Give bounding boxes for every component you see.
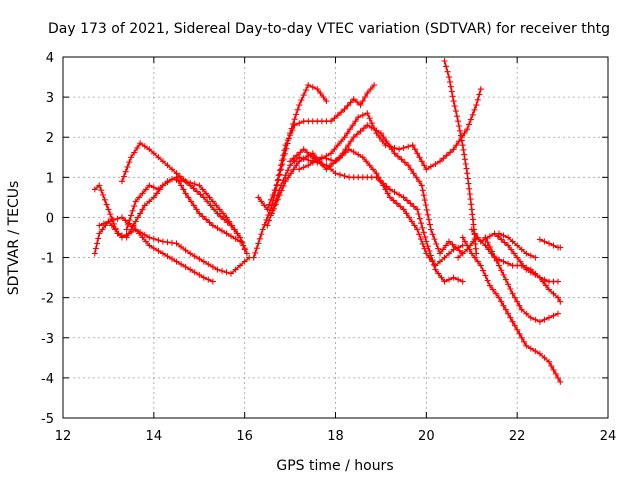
- data-point-markers: [268, 122, 466, 257]
- data-point-markers: [296, 146, 466, 269]
- series-sat-n: [459, 234, 564, 385]
- data-point-markers: [536, 236, 564, 251]
- y-tick-label: 2: [46, 131, 54, 146]
- x-tick-label: 24: [600, 429, 617, 444]
- y-tick-label: 1: [46, 171, 54, 186]
- data-point-markers: [123, 174, 244, 245]
- data-point-markers: [459, 234, 564, 385]
- series-sat-i: [268, 122, 466, 257]
- series-sat-e: [123, 174, 244, 245]
- y-tick-label: 4: [46, 51, 54, 66]
- x-axis-label: GPS time / hours: [276, 458, 393, 474]
- data-point-markers: [468, 226, 564, 305]
- series-sat-d: [96, 214, 253, 277]
- data-point-markers: [91, 176, 250, 257]
- series-line: [252, 84, 328, 259]
- data-series: [91, 58, 564, 385]
- series-sat-f: [250, 82, 330, 261]
- series-sat-p: [482, 234, 561, 325]
- x-tick-label: 18: [327, 429, 344, 444]
- x-tick-label: 16: [236, 429, 253, 444]
- series-sat-k: [296, 146, 466, 269]
- data-point-markers: [119, 140, 248, 253]
- chart-title: Day 173 of 2021, Sidereal Day-to-day VTE…: [48, 21, 610, 37]
- data-point-markers: [496, 230, 539, 261]
- y-tick-label: -3: [41, 332, 54, 347]
- y-tick-label: 3: [46, 91, 54, 106]
- series-sat-r: [536, 236, 564, 251]
- y-tick-label: -2: [41, 292, 54, 307]
- series-sat-c: [119, 140, 248, 253]
- x-tick-label: 22: [509, 429, 526, 444]
- y-tick-label: -5: [41, 412, 54, 427]
- x-tick-label: 14: [146, 429, 163, 444]
- y-axis-label: SDTVAR / TECUs: [6, 181, 22, 296]
- series-sat-a: [91, 176, 250, 257]
- y-tick-label: -1: [41, 252, 54, 267]
- series-sat-g: [255, 82, 378, 213]
- data-point-markers: [287, 86, 484, 173]
- series-sat-q: [496, 230, 539, 261]
- x-tick-label: 20: [418, 429, 435, 444]
- data-point-markers: [250, 82, 330, 261]
- series-line: [98, 216, 250, 275]
- data-point-markers: [482, 234, 561, 325]
- y-tick-label: 0: [46, 211, 54, 226]
- data-point-markers: [255, 82, 378, 213]
- x-tick-label: 12: [55, 429, 72, 444]
- y-tick-label: -4: [41, 372, 54, 387]
